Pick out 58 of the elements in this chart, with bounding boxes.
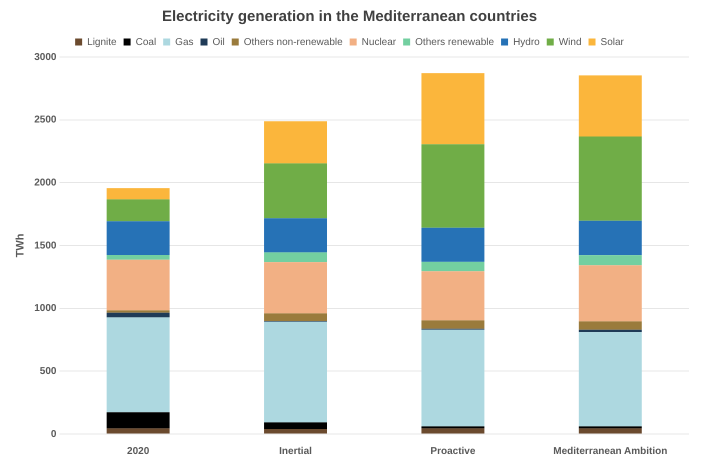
- bar: [421, 320, 484, 329]
- bar: [106, 221, 170, 256]
- legend-label: Hydro: [513, 36, 540, 48]
- legend-label: Lignite: [87, 36, 118, 48]
- y-tick-label: 1000: [34, 303, 57, 314]
- y-tick-label: 0: [50, 428, 57, 440]
- bar: [264, 121, 328, 164]
- bar: [264, 163, 328, 218]
- legend-label: Others non-renewable: [244, 36, 344, 48]
- bar: [578, 330, 642, 332]
- bar: [578, 332, 642, 426]
- bar: [421, 73, 484, 144]
- legend-label: Gas: [175, 36, 194, 48]
- bar: [578, 136, 642, 221]
- bar: [106, 428, 170, 434]
- bar: [578, 428, 642, 434]
- bar: [106, 199, 170, 222]
- y-tick-label: 2500: [34, 114, 57, 126]
- bar: [264, 218, 328, 252]
- bar: [106, 188, 170, 200]
- legend-label: Others renewable: [415, 36, 494, 48]
- x-tick-label: Mediterranean Ambition: [553, 446, 668, 457]
- legend-label: Coal: [136, 36, 156, 48]
- bar: [421, 271, 484, 320]
- bar: [264, 428, 328, 434]
- bar: [106, 317, 170, 412]
- bar: [264, 422, 328, 429]
- bar: [421, 228, 484, 262]
- y-tick-label: 1500: [34, 240, 57, 252]
- y-axis-title: TWh: [14, 233, 27, 258]
- legend-label: Wind: [558, 36, 582, 48]
- bar: [421, 330, 484, 426]
- bar: [264, 262, 328, 314]
- legend-label: Solar: [600, 36, 625, 48]
- x-tick-label: 2020: [127, 446, 150, 457]
- chart-title: Electricity generation in the Mediterranean countries: [162, 8, 538, 26]
- x-tick-label: Proactive: [430, 446, 476, 457]
- bar: [421, 144, 484, 228]
- bar: [264, 322, 328, 422]
- bar: [578, 255, 642, 266]
- bar: [106, 312, 170, 318]
- bar: [578, 75, 642, 137]
- bar: [578, 265, 642, 322]
- bar: [421, 428, 484, 434]
- legend-label: Oil: [212, 36, 225, 48]
- bar: [421, 262, 484, 272]
- bar: [106, 260, 170, 310]
- x-tick-label: Inertial: [279, 446, 312, 457]
- bar: [106, 255, 170, 260]
- bar: [264, 313, 328, 322]
- bar: [578, 321, 642, 330]
- y-tick-label: 500: [40, 366, 57, 377]
- y-tick-label: 3000: [34, 52, 57, 63]
- legend-label: Nuclear: [362, 36, 397, 48]
- bar: [578, 220, 642, 256]
- bar: [106, 412, 170, 428]
- bar: [264, 252, 328, 262]
- y-tick-label: 2000: [34, 177, 57, 188]
